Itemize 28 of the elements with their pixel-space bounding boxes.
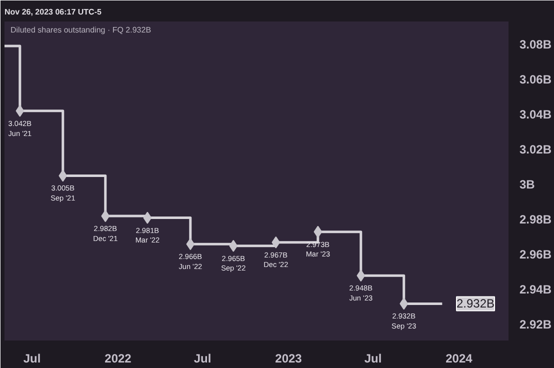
x-tick-label: 2024 [446, 352, 473, 366]
y-tick-label: 2.96B [520, 248, 552, 262]
y-tick-label: 2.98B [520, 212, 552, 227]
y-tick-label: 3.06B [520, 72, 552, 86]
point [314, 226, 322, 238]
point [101, 210, 110, 222]
x-tick-label: Jul [364, 352, 382, 366]
point [16, 104, 24, 117]
y-tick-label: 3.02B [520, 142, 552, 156]
text: Nov 26, 2023 06:17 UTC-5 [4, 8, 102, 16]
point [272, 236, 280, 248]
y-tick-label: 2.94B [520, 282, 552, 297]
y-tick-label: 3.08B [520, 37, 552, 52]
x-tick-label: 2023 [275, 352, 302, 366]
x-tick-label: Jul [194, 352, 212, 366]
point [400, 298, 408, 310]
x-tick-label: Jul [23, 352, 41, 366]
y-tick-label: 3.04B [520, 107, 552, 122]
annotation: 2.932B [456, 296, 495, 311]
point [143, 212, 152, 224]
point [356, 270, 366, 282]
y-tick-label: 2.92B [520, 318, 552, 332]
point [58, 170, 68, 182]
point [229, 240, 238, 252]
x-tick-label: 2022 [104, 352, 132, 366]
text: Diluted shares outstanding · FQ 2.932B [10, 26, 152, 34]
point [186, 238, 195, 250]
y-tick-label: 3B [520, 178, 536, 192]
